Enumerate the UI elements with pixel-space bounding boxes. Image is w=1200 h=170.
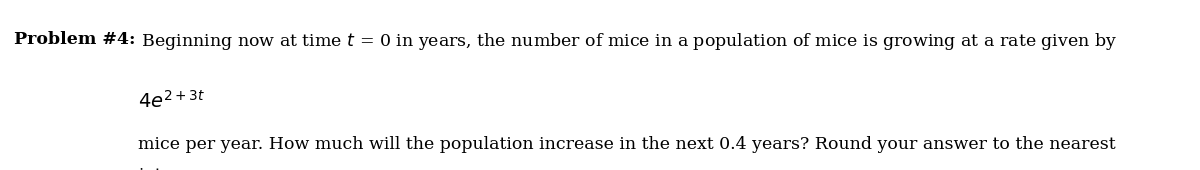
Text: $4e^{2+3t}$: $4e^{2+3t}$ xyxy=(138,90,205,112)
Text: Beginning now at time $t$ = 0 in years, the number of mice in a population of mi: Beginning now at time $t$ = 0 in years, … xyxy=(136,31,1117,52)
Text: Problem #4:: Problem #4: xyxy=(14,31,136,48)
Text: mice per year. How much will the population increase in the next 0.4 years? Roun: mice per year. How much will the populat… xyxy=(138,136,1116,153)
Text: integer.: integer. xyxy=(138,167,205,170)
